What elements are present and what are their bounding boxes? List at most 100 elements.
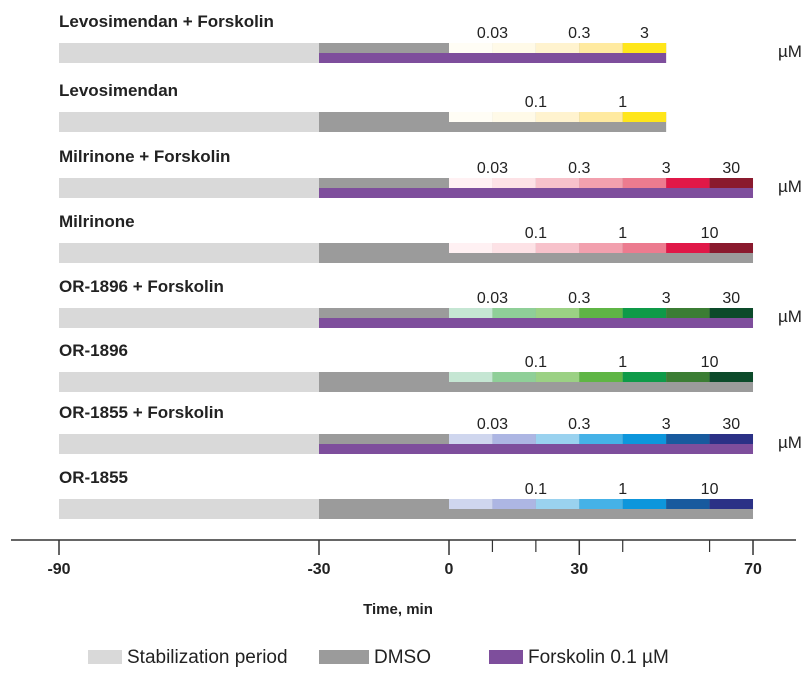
- concentration-label: 0.03: [477, 290, 508, 307]
- concentration-segment: [622, 434, 667, 444]
- stabilization-bar: [59, 434, 319, 454]
- concentration-segment: [666, 434, 710, 444]
- concentration-label: 0.1: [525, 225, 547, 242]
- legend-swatch: [489, 650, 523, 664]
- x-tick-label: 70: [744, 561, 762, 578]
- x-tick-label: 30: [570, 561, 588, 578]
- x-tick-label: -90: [47, 561, 70, 578]
- concentration-segment: [449, 243, 493, 253]
- concentration-label: 3: [662, 416, 671, 433]
- concentration-segment: [535, 308, 580, 318]
- concentration-label: 30: [722, 290, 740, 307]
- concentration-label: 0.3: [568, 290, 590, 307]
- concentration-segment: [709, 434, 754, 444]
- x-tick-label: 0: [445, 561, 454, 578]
- concentration-label: 0.3: [568, 25, 590, 42]
- forskolin-bar: [319, 318, 754, 328]
- concentration-label: 0.03: [477, 25, 508, 42]
- concentration-segment: [622, 178, 667, 188]
- concentration-label: 10: [701, 481, 719, 498]
- concentration-segment: [492, 499, 536, 509]
- concentration-segment: [622, 372, 667, 382]
- concentration-label: 30: [722, 416, 740, 433]
- stabilization-bar: [59, 43, 319, 63]
- concentration-segment: [579, 243, 623, 253]
- concentration-segment: [535, 43, 580, 53]
- concentration-segment: [535, 499, 580, 509]
- concentration-segment: [535, 243, 580, 253]
- concentration-segment: [579, 112, 623, 122]
- forskolin-bar: [319, 53, 667, 63]
- concentration-label: 3: [662, 290, 671, 307]
- concentration-segment: [622, 308, 667, 318]
- stabilization-bar: [59, 178, 319, 198]
- concentration-segment: [666, 372, 710, 382]
- concentration-segment: [535, 372, 580, 382]
- unit-label: µM: [778, 307, 802, 326]
- concentration-segment: [666, 243, 710, 253]
- legend-label: Stabilization period: [127, 647, 288, 668]
- dmso-lower-bar: [319, 382, 754, 392]
- concentration-segment: [492, 308, 536, 318]
- concentration-segment: [449, 308, 493, 318]
- concentration-segment: [709, 372, 754, 382]
- concentration-segment: [622, 43, 667, 53]
- concentration-segment: [449, 434, 493, 444]
- unit-label: µM: [778, 42, 802, 61]
- concentration-segment: [709, 499, 754, 509]
- concentration-segment: [449, 178, 493, 188]
- concentration-segment: [709, 178, 754, 188]
- concentration-segment: [492, 372, 536, 382]
- concentration-segment: [492, 434, 536, 444]
- concentration-label: 0.1: [525, 354, 547, 371]
- legend-label: DMSO: [374, 647, 431, 668]
- stabilization-bar: [59, 372, 319, 392]
- concentration-segment: [579, 499, 623, 509]
- concentration-label: 1: [618, 354, 627, 371]
- forskolin-bar: [319, 188, 754, 198]
- legend-swatch: [88, 650, 122, 664]
- concentration-segment: [492, 43, 536, 53]
- stabilization-bar: [59, 243, 319, 263]
- concentration-label: 3: [662, 160, 671, 177]
- row-title: Milrinone + Forskolin: [59, 147, 230, 166]
- concentration-label: 10: [701, 354, 719, 371]
- concentration-segment: [535, 112, 580, 122]
- concentration-segment: [622, 499, 667, 509]
- concentration-label: 30: [722, 160, 740, 177]
- concentration-segment: [579, 43, 623, 53]
- concentration-segment: [666, 499, 710, 509]
- dmso-lower-bar: [319, 253, 754, 263]
- concentration-label: 10: [701, 225, 719, 242]
- row-title: Levosimendan + Forskolin: [59, 12, 274, 31]
- row-title: OR-1896 + Forskolin: [59, 277, 224, 296]
- concentration-label: 0.1: [525, 481, 547, 498]
- concentration-segment: [492, 243, 536, 253]
- concentration-segment: [449, 112, 493, 122]
- concentration-label: 0.1: [525, 94, 547, 111]
- x-axis-title: Time, min: [363, 601, 433, 618]
- forskolin-bar: [319, 444, 754, 454]
- concentration-segment: [709, 308, 754, 318]
- legend-label: Forskolin 0.1 µM: [528, 647, 669, 668]
- concentration-segment: [579, 308, 623, 318]
- concentration-segment: [535, 178, 580, 188]
- stabilization-bar: [59, 112, 319, 132]
- row-title: OR-1896: [59, 341, 128, 360]
- concentration-label: 1: [618, 94, 627, 111]
- concentration-segment: [666, 308, 710, 318]
- unit-label: µM: [778, 433, 802, 452]
- concentration-segment: [622, 243, 667, 253]
- concentration-segment: [492, 112, 536, 122]
- concentration-segment: [579, 178, 623, 188]
- stabilization-bar: [59, 499, 319, 519]
- concentration-segment: [579, 434, 623, 444]
- dmso-lower-bar: [319, 509, 754, 519]
- concentration-label: 3: [640, 25, 649, 42]
- concentration-segment: [579, 372, 623, 382]
- concentration-segment: [449, 43, 493, 53]
- concentration-label: 1: [618, 225, 627, 242]
- concentration-label: 0.03: [477, 160, 508, 177]
- dmso-lower-bar: [319, 122, 667, 132]
